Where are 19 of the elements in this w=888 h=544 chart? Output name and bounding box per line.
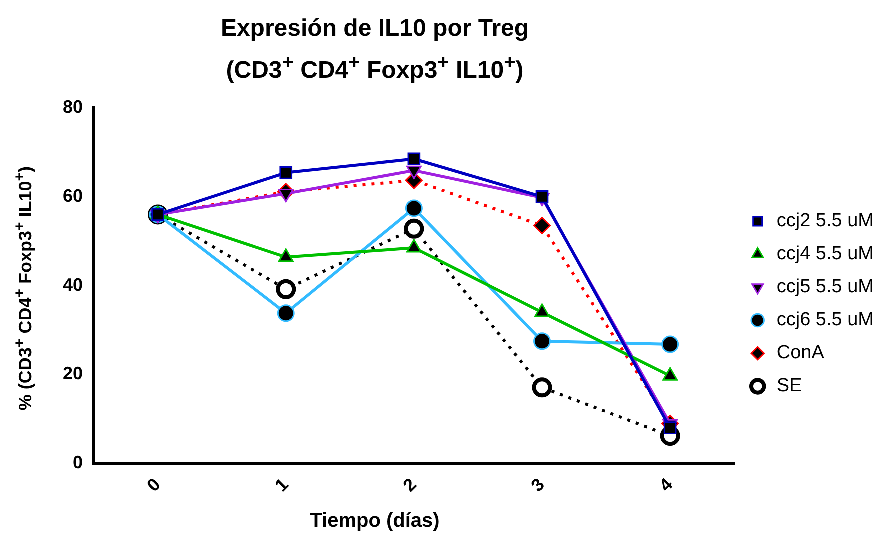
legend-label: ccj6 5.5 uM — [776, 310, 874, 331]
legend-label: ConA — [776, 342, 825, 364]
text: (CD3$^{+}$ CD4$^{+}$ Foxp3$^{+}$ IL10$^{+}$) — [226, 52, 524, 84]
chart-title: Expresión de IL10 por Treg — [220, 14, 530, 44]
y-tick-label: 0 — [73, 452, 84, 473]
x-tick-label: 0 — [143, 474, 164, 496]
x-tick-label: 2 — [399, 474, 421, 496]
y-tick-label: 60 — [62, 186, 84, 206]
y-tick-label: 20 — [62, 364, 84, 384]
legend-label: ccj4 5.5 uM — [776, 244, 874, 265]
y-tick-label: 40 — [62, 274, 84, 295]
legend-label: SE — [776, 376, 802, 397]
x-tick-label: 1 — [271, 474, 292, 496]
y-tick-label: 80 — [62, 96, 84, 117]
legend-label: ccj2 5.5 uM — [776, 210, 874, 232]
x-axis-title: Tiempo (días) — [309, 510, 441, 533]
legend-label: ccj5 5.5 uM — [776, 276, 874, 298]
x-tick-label: 3 — [527, 474, 549, 496]
x-tick-label: 4 — [655, 474, 677, 496]
